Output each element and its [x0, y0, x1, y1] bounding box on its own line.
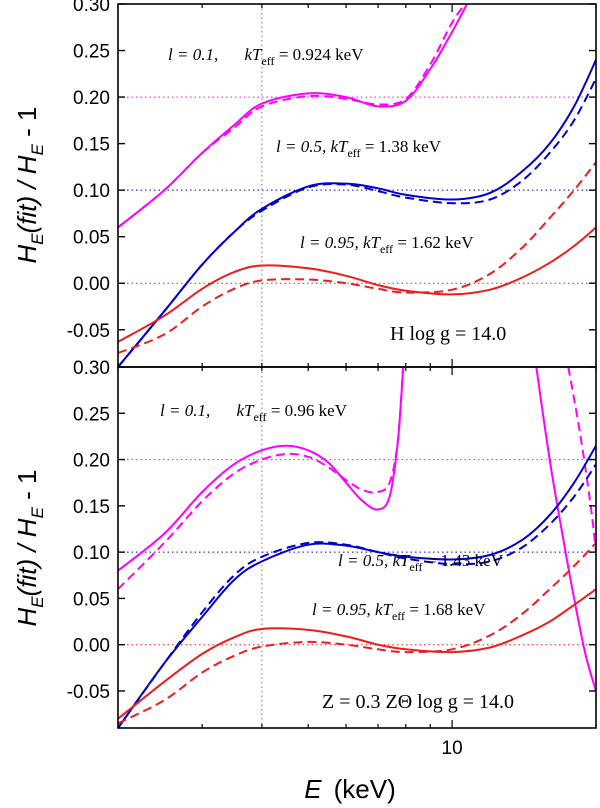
series-line-0	[118, 4, 469, 229]
y-tick-label: 0.30	[73, 0, 110, 16]
y-tick-label: 0.25	[73, 42, 110, 63]
top-annotation-l01: l = 0.1, kTeff = 0.924 keV	[168, 45, 364, 68]
y-tick-label: 0.15	[73, 497, 110, 518]
bottom-annotation-l05: l = 0.5, kTeff = 1.43 keV	[338, 551, 504, 574]
series-line-2	[118, 59, 596, 367]
series-line-4	[118, 226, 596, 343]
y-tick-label: 0.20	[73, 88, 110, 109]
bottom-annotation-l01: l = 0.1, kTeff = 0.96 keV	[160, 401, 348, 424]
y-tick-label: 0.05	[73, 589, 110, 610]
top-y-ticks: -0.05 0.00 0.05 0.10 0.15 0.20 0.25 0.30	[67, 0, 596, 342]
top-panel: -0.05 0.00 0.05 0.10 0.15 0.20 0.25 0.30 l = 0.…	[67, 0, 597, 368]
top-y-axis-title: HE(fit) / HE - 1	[12, 106, 47, 263]
bottom-y-ticks: -0.05 0.00 0.05 0.10 0.15 0.20 0.25 0.30	[67, 358, 596, 703]
bottom-curves	[118, 367, 596, 728]
y-tick-label: 0.20	[73, 451, 110, 472]
series-line-1	[118, 367, 405, 590]
series-line-5	[118, 463, 596, 728]
y-tick-label: -0.05	[67, 321, 110, 342]
top-annotation-l05: l = 0.5, kTeff = 1.38 keV	[276, 137, 442, 160]
bottom-annotation-l095: l = 0.95, kTeff = 1.68 keV	[312, 600, 486, 623]
y-tick-label: 0.00	[73, 636, 110, 657]
bottom-y-axis-title: HE(fit) / HE - 1	[12, 469, 47, 626]
series-line-0	[118, 367, 405, 572]
y-tick-label: 0.10	[73, 181, 110, 202]
bottom-panel: -0.05 0.00 0.05 0.10 0.15 0.20 0.25 0.30 10 l =…	[67, 358, 597, 759]
y-tick-label: 0.00	[73, 274, 110, 295]
y-tick-label: 0.10	[73, 543, 110, 564]
y-tick-label: 0.15	[73, 135, 110, 156]
top-curves	[118, 4, 596, 367]
top-annotation-l095: l = 0.95, kTeff = 1.62 keV	[300, 233, 474, 256]
series-line-7	[118, 542, 596, 725]
x-tick-label: 10	[442, 738, 463, 759]
top-reference-lines	[118, 4, 596, 367]
bottom-plot-frame	[117, 366, 597, 729]
y-tick-label: 0.05	[73, 228, 110, 249]
bottom-corner-label: Z = 0.3 ZΘ log g = 14.0	[322, 691, 514, 713]
series-line-5	[118, 161, 596, 354]
series-line-6	[118, 588, 596, 720]
series-line-1	[118, 4, 467, 229]
bottom-reference-lines	[118, 367, 596, 728]
y-tick-label: 0.25	[73, 404, 110, 425]
y-tick-label: -0.05	[67, 682, 110, 703]
top-corner-label: H log g = 14.0	[390, 323, 506, 345]
series-line-3	[118, 78, 596, 367]
series-line-2	[535, 367, 596, 692]
y-tick-label: 0.30	[73, 358, 110, 379]
x-axis-title: E (keV)	[304, 774, 395, 804]
